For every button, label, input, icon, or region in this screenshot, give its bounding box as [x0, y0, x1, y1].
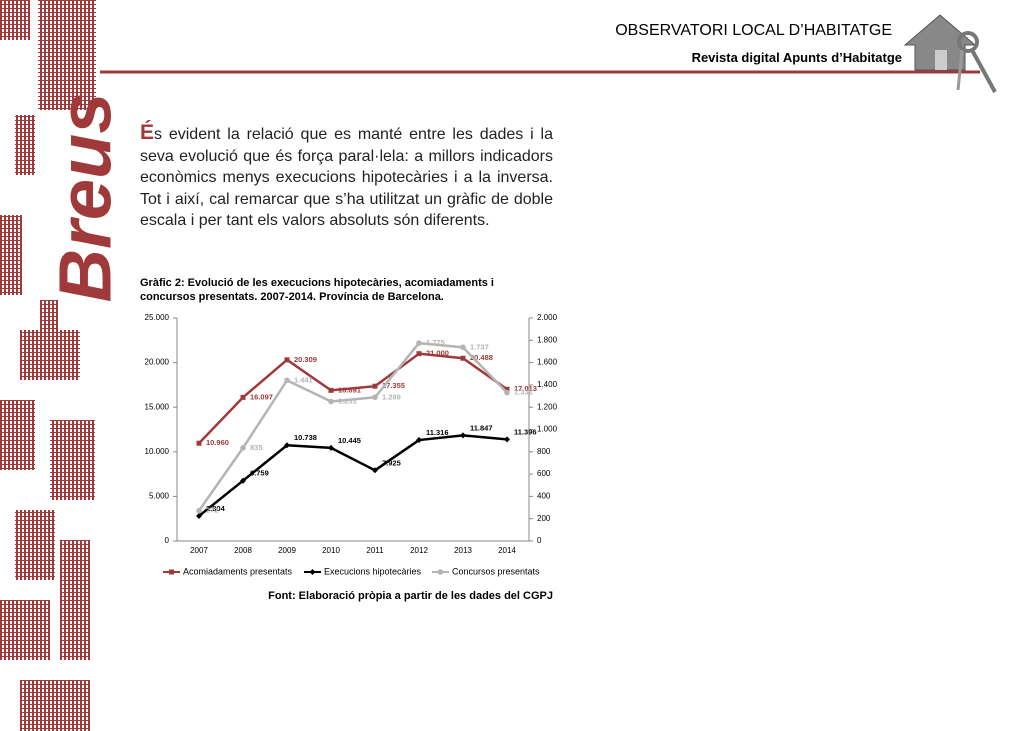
data-label: 1.331 — [514, 388, 533, 397]
y-tick-label: 0 — [165, 536, 170, 545]
marker — [416, 437, 422, 444]
marker — [460, 344, 466, 351]
marker — [372, 394, 378, 401]
marker — [309, 569, 316, 575]
y2-tick-label: 1.800 — [537, 335, 558, 344]
y2-tick-label: 600 — [537, 469, 551, 478]
marker — [460, 355, 466, 361]
data-label: 1.441 — [294, 375, 313, 384]
marker — [284, 357, 290, 363]
marker — [196, 512, 202, 519]
x-tick-label: 2013 — [454, 546, 472, 555]
marker — [504, 389, 510, 396]
y2-tick-label: 1.000 — [537, 425, 558, 434]
marker — [196, 507, 202, 514]
marker — [240, 394, 246, 400]
y-tick-label: 10.000 — [145, 447, 170, 456]
header-title: OBSERVATORI LOCAL D’HABITATGE — [615, 22, 892, 39]
data-label: 11.396 — [514, 427, 537, 436]
marker — [372, 383, 378, 389]
x-tick-label: 2014 — [498, 546, 516, 555]
marker — [328, 444, 334, 451]
y2-tick-label: 200 — [537, 514, 551, 523]
series-line — [198, 352, 508, 445]
x-tick-label: 2012 — [410, 546, 428, 555]
chart-source: Font: Elaboració pròpia a partir de les … — [268, 590, 553, 602]
y-tick-label: 5.000 — [149, 492, 170, 501]
data-label: 1.251 — [338, 396, 357, 405]
paragraph: s evident la relació que es manté entre … — [140, 126, 553, 229]
body-text: És evident la relació que es manté entre… — [140, 122, 553, 232]
data-label: 10.960 — [206, 438, 229, 447]
legend-label: Execucions hipotecàries — [324, 566, 422, 576]
y-tick-label: 25.000 — [145, 313, 170, 322]
y-tick-label: 15.000 — [145, 402, 170, 411]
x-tick-label: 2009 — [278, 546, 296, 555]
y2-tick-label: 2.000 — [537, 313, 558, 322]
marker — [504, 386, 510, 392]
data-label: 1.737 — [470, 342, 489, 351]
marker — [416, 351, 422, 357]
series-line — [197, 341, 508, 512]
house-key-icon — [903, 14, 997, 93]
marker — [504, 436, 510, 443]
data-label: 11.316 — [426, 428, 449, 437]
legend-label: Concursos presentats — [452, 566, 540, 576]
marker — [284, 442, 290, 449]
data-label: 2.804 — [206, 504, 226, 513]
sidebar-label: Breus — [43, 92, 127, 303]
data-label: 7.925 — [382, 458, 401, 467]
marker — [460, 432, 466, 439]
marker — [328, 398, 334, 405]
data-label: 1.775 — [426, 338, 445, 347]
dropcap: É — [140, 121, 155, 144]
data-label: 1.289 — [382, 392, 401, 401]
data-label: 10.738 — [294, 433, 317, 442]
y2-tick-label: 0 — [537, 536, 542, 545]
data-label: 16.891 — [338, 385, 361, 394]
y-tick-label: 20.000 — [145, 358, 170, 367]
y2-tick-label: 1.200 — [537, 402, 558, 411]
data-label: 17.013 — [514, 384, 537, 393]
x-tick-label: 2011 — [366, 546, 384, 555]
marker — [240, 445, 246, 451]
data-label: 16.097 — [250, 392, 273, 401]
sidebar-decoration — [0, 0, 96, 731]
y2-tick-label: 1.400 — [537, 380, 558, 389]
series-line — [198, 434, 508, 517]
marker — [416, 340, 422, 346]
data-label: 835 — [250, 443, 263, 452]
header-subtitle: Revista digital Apunts d’Habitatge — [691, 50, 902, 65]
x-tick-label: 2007 — [190, 546, 208, 555]
marker — [169, 569, 174, 575]
marker — [240, 477, 246, 484]
y2-tick-label: 400 — [537, 492, 551, 501]
marker — [196, 440, 202, 446]
data-label: 11.847 — [470, 423, 493, 432]
legend-label: Acomiadaments presentats — [183, 566, 293, 576]
y2-tick-label: 1.600 — [537, 358, 558, 367]
marker — [328, 387, 334, 393]
data-label: 272 — [206, 506, 219, 515]
marker — [437, 569, 444, 575]
marker — [284, 377, 290, 384]
data-label: 17.355 — [382, 381, 405, 390]
x-tick-label: 2008 — [234, 546, 252, 555]
data-label: 21.000 — [426, 349, 449, 358]
data-label: 10.445 — [338, 436, 361, 445]
data-label: 20.309 — [294, 355, 317, 364]
data-label: 6.759 — [250, 469, 269, 478]
data-label: 20.488 — [470, 353, 493, 362]
chart-title: Gràfic 2: Evolució de les execucions hip… — [140, 277, 494, 303]
x-tick-label: 2010 — [322, 546, 340, 555]
y2-tick-label: 800 — [537, 447, 551, 456]
marker — [372, 467, 378, 474]
